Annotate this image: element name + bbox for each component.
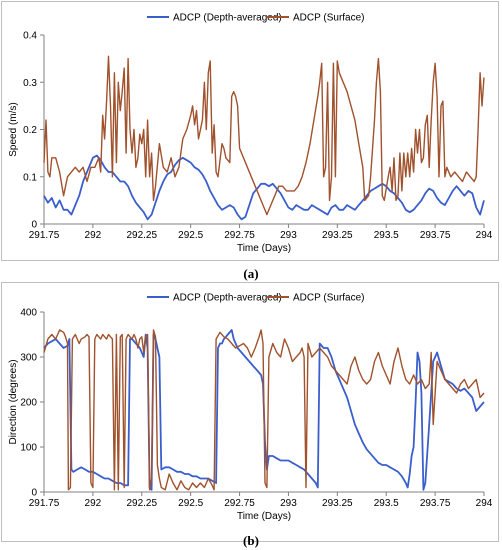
y-tick-label: 200	[20, 398, 37, 409]
x-axis-label: Time (Days)	[237, 243, 291, 254]
direction-chart: 0 100 200 300 400 291.75 292 292.25 292.5 292.75 2…	[8, 293, 493, 523]
x-tick-label: 293	[280, 498, 297, 509]
x-tick-label: 293.5	[374, 230, 399, 241]
legend-label: ADCP (Surface)	[293, 293, 365, 304]
x-tick-label: 292	[85, 498, 102, 509]
x-tick-label: 292	[85, 230, 102, 241]
y-tick-label: 0.1	[23, 172, 37, 183]
y-tick-label: 300	[20, 353, 37, 364]
y-tick-label: 400	[20, 308, 37, 319]
y-tick-label: 0	[31, 488, 37, 499]
x-tick-label: 293	[280, 230, 297, 241]
x-tick-label: 293.5	[374, 498, 399, 509]
x-tick-label: 292.75	[224, 498, 255, 509]
series-line-surface	[43, 55, 485, 216]
speed-chart-panel: 0 0.1 0.2 0.3 0.4 291.75 292 292.25 292.5 292.75 2…	[1, 1, 499, 261]
y-tick-label: 100	[20, 443, 37, 454]
x-tick-label: 292.5	[178, 498, 203, 509]
x-tick-label: 293.75	[420, 498, 451, 509]
direction-chart-panel: 0 100 200 300 400 291.75 292 292.25 292.5 292.75 2…	[1, 282, 499, 542]
x-tick-label: 293.25	[322, 498, 353, 509]
x-tick-label: 292.5	[178, 230, 203, 241]
x-tick-label: 292.25	[126, 498, 157, 509]
x-tick-label: 293.25	[322, 230, 353, 241]
y-axis-label: Speed (m/s)	[8, 102, 19, 156]
legend-label: ADCP (Depth-averaged)	[173, 13, 282, 24]
legend-label: ADCP (Depth-averaged)	[173, 293, 282, 304]
y-tick-label: 0	[31, 220, 37, 231]
x-tick-label: 292.75	[224, 230, 255, 241]
x-tick-label: 291.75	[29, 498, 60, 509]
x-tick-label: 293.75	[420, 230, 451, 241]
x-tick-label: 294	[476, 230, 493, 241]
x-tick-label: 291.75	[29, 230, 60, 241]
x-tick-label: 294	[476, 498, 493, 509]
y-axis-label: Direction (degrees)	[8, 359, 19, 444]
x-tick-label: 292.25	[126, 230, 157, 241]
caption-b: (b)	[243, 533, 259, 548]
x-axis-label: Time (Days)	[237, 511, 291, 522]
speed-chart: 0 0.1 0.2 0.3 0.4 291.75 292 292.25 292.5 292.75 2…	[8, 13, 493, 255]
series-line-depth-averaged	[43, 154, 485, 221]
legend-label: ADCP (Surface)	[293, 13, 365, 24]
y-tick-label: 0.3	[23, 78, 37, 89]
series-line-surface	[43, 329, 485, 491]
caption-a: (a)	[243, 266, 259, 281]
y-tick-label: 0.4	[23, 31, 37, 42]
y-tick-label: 0.2	[23, 125, 37, 136]
